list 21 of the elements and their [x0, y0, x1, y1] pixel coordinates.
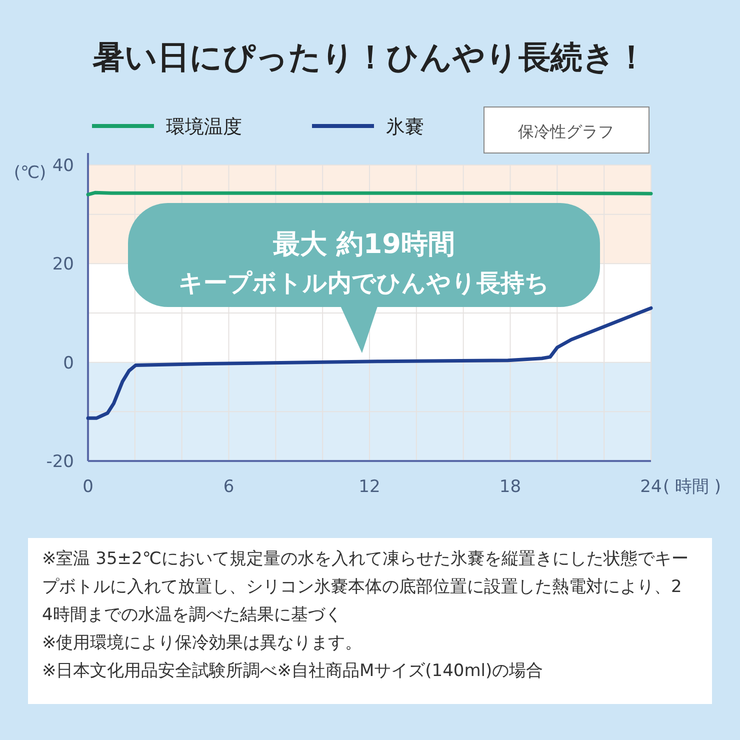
chart-subtitle: 保冷性グラフ	[518, 122, 614, 141]
x-tick-label: 12	[358, 477, 380, 497]
annotation: 最大 約19時間	[272, 229, 455, 260]
x-tick-label: 24	[640, 477, 662, 497]
legend-label: 氷嚢	[386, 116, 424, 138]
x-tick-label: 18	[499, 477, 522, 497]
y-axis-title: (℃)	[14, 163, 46, 183]
line-series	[86, 306, 653, 420]
y-tick-label: 0	[63, 353, 74, 374]
text: ※使用環境により保冷効果は異なります。	[42, 633, 362, 653]
chart-title: 暑い日にぴったり！ひんやり長続き！	[92, 38, 648, 76]
y-tick-label: 20	[52, 254, 74, 275]
text: ※室温 35±2℃において規定量の水を入れて凍らせた氷嚢を縦置きにした状態でキープボトルに入れて放置し、シリコン氷嚢本体の底部位置に設置した熱電対により、24時間までの水温を調べた結果に基づく	[42, 549, 688, 625]
annotation: キープボトル内でひんやり長持ち	[178, 269, 550, 297]
x-tick-label: 6	[223, 477, 234, 497]
y-tick-label: 40	[52, 156, 74, 176]
y-tick-label: -20	[46, 452, 74, 472]
legend-label: 環境温度	[166, 116, 242, 138]
x-axis-title: ( 時間 )	[662, 477, 722, 497]
x-tick-label: 0	[82, 477, 94, 497]
text: ※日本文化用品安全試験所調べ※自社商品Mサイズ(140ml)の場合	[42, 661, 544, 681]
